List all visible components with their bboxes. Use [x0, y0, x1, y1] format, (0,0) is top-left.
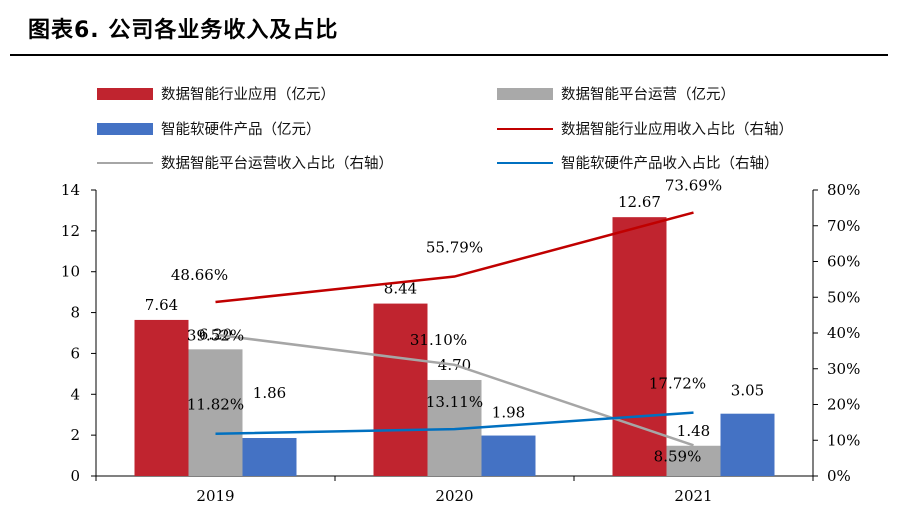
bar-label-platform: 6.20	[199, 325, 232, 343]
bar-hardware	[481, 435, 536, 476]
y-right-tick-label: 0%	[827, 467, 851, 485]
x-tick-label: 2019	[196, 487, 234, 505]
line-label-hardware_ratio: 11.82%	[187, 396, 244, 414]
legend-platform: 数据智能平台运营（亿元）	[497, 83, 735, 104]
legend-hardware: 智能软硬件产品（亿元）	[97, 118, 321, 139]
y-right-tick-label: 40%	[827, 324, 860, 342]
bar-label-platform: 1.48	[677, 422, 710, 440]
legend-hardware-ratio: 智能软硬件产品收入占比（右轴）	[497, 152, 779, 173]
legend-label-hardware-ratio: 智能软硬件产品收入占比（右轴）	[561, 156, 779, 172]
legend-label-industry-ratio: 数据智能行业应用收入占比（右轴）	[561, 122, 793, 138]
legend-swatch-hardware	[97, 122, 153, 135]
bar-platform	[666, 445, 721, 476]
y-left-tick-label: 10	[61, 263, 80, 281]
legend-label-platform: 数据智能平台运营（亿元）	[561, 87, 735, 103]
y-right-tick-label: 30%	[827, 360, 860, 378]
x-tick-label: 2021	[674, 487, 712, 505]
bar-label-hardware: 3.05	[731, 382, 764, 400]
bar-industry	[612, 217, 667, 477]
legend-industry-ratio: 数据智能行业应用收入占比（右轴）	[497, 118, 793, 139]
y-left-tick-label: 0	[70, 467, 80, 485]
y-right-tick-label: 10%	[827, 431, 860, 449]
bar-industry	[373, 303, 428, 476]
y-left-tick-label: 14	[61, 181, 80, 199]
chart-title: 图表6. 公司各业务收入及占比	[28, 18, 339, 43]
line-label-platform_ratio: 8.59%	[654, 447, 702, 465]
bar-platform	[188, 349, 243, 476]
y-right-tick-label: 70%	[827, 217, 860, 235]
x-tick-label: 2020	[435, 487, 473, 505]
y-left-tick-label: 2	[70, 426, 80, 444]
line-label-industry_ratio: 48.66%	[171, 266, 228, 284]
y-left-tick-label: 12	[61, 222, 80, 240]
line-label-platform_ratio: 31.10%	[410, 331, 467, 349]
line-industry_ratio	[215, 211, 694, 304]
legend-label-hardware: 智能软硬件产品（亿元）	[161, 122, 321, 138]
y-right-tick-label: 60%	[827, 253, 860, 271]
y-right-tick-label: 20%	[827, 396, 860, 414]
y-left-tick-label: 4	[70, 385, 80, 403]
legend-label-platform-ratio: 数据智能平台运营收入占比（右轴）	[161, 156, 393, 172]
line-label-industry_ratio: 55.79%	[426, 239, 483, 257]
y-right-tick-label: 50%	[827, 288, 860, 306]
line-label-platform_ratio: 39.52%	[187, 327, 244, 345]
legend-swatch-industry	[97, 87, 153, 100]
bar-label-industry: 7.64	[145, 296, 178, 314]
line-label-hardware_ratio: 17.72%	[649, 375, 706, 393]
bar-industry	[134, 319, 189, 476]
bar-hardware	[720, 413, 775, 476]
legend-industry: 数据智能行业应用（亿元）	[97, 83, 335, 104]
line-hardware_ratio	[215, 411, 694, 435]
legend-platform-ratio: 数据智能平台运营收入占比（右轴）	[97, 152, 393, 173]
legend-swatch-industry-ratio	[497, 127, 553, 130]
legend-swatch-hardware-ratio	[497, 161, 553, 164]
legend-swatch-platform-ratio	[97, 161, 153, 164]
bar-label-industry: 12.67	[618, 193, 661, 211]
bar-hardware	[242, 438, 297, 476]
legend-label-industry: 数据智能行业应用（亿元）	[161, 87, 335, 103]
y-left-tick-label: 8	[70, 304, 80, 322]
y-right-tick-label: 80%	[827, 181, 860, 199]
legend-swatch-platform	[497, 87, 553, 100]
line-label-hardware_ratio: 13.11%	[426, 393, 483, 411]
title-divider	[10, 54, 888, 56]
y-left-tick-label: 6	[70, 344, 80, 362]
bar-label-hardware: 1.98	[492, 404, 525, 422]
line-label-industry_ratio: 73.69%	[665, 177, 722, 195]
bar-label-hardware: 1.86	[253, 384, 286, 402]
